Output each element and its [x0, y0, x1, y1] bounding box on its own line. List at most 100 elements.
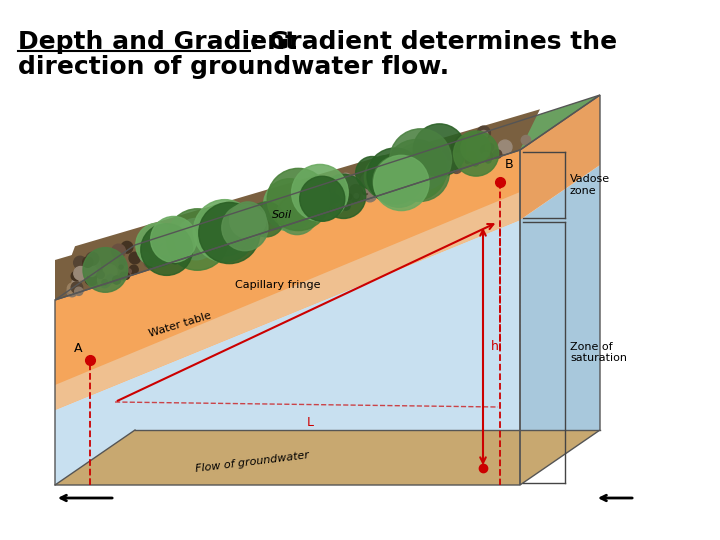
Circle shape — [387, 164, 399, 175]
Circle shape — [212, 243, 220, 251]
Circle shape — [67, 283, 78, 294]
Circle shape — [423, 161, 437, 175]
Circle shape — [480, 145, 491, 155]
Circle shape — [298, 194, 312, 208]
Circle shape — [235, 207, 246, 218]
Circle shape — [390, 185, 397, 193]
Circle shape — [225, 240, 230, 246]
Circle shape — [342, 192, 353, 202]
Circle shape — [343, 186, 349, 192]
Circle shape — [160, 245, 173, 258]
Polygon shape — [55, 123, 520, 300]
Circle shape — [222, 205, 268, 251]
Circle shape — [521, 136, 531, 145]
Circle shape — [465, 159, 469, 163]
Circle shape — [218, 215, 225, 221]
Text: Depth and Gradient: Depth and Gradient — [18, 30, 297, 54]
Circle shape — [150, 217, 197, 262]
Circle shape — [322, 194, 333, 206]
Circle shape — [421, 167, 428, 174]
Circle shape — [170, 232, 180, 241]
Circle shape — [304, 211, 310, 217]
Circle shape — [340, 173, 352, 186]
Circle shape — [85, 272, 98, 285]
Circle shape — [411, 172, 420, 180]
Circle shape — [67, 287, 77, 297]
Circle shape — [300, 176, 345, 221]
Circle shape — [304, 213, 312, 222]
Text: A: A — [74, 342, 83, 355]
Circle shape — [472, 134, 484, 145]
Circle shape — [364, 179, 378, 192]
Circle shape — [316, 206, 325, 215]
Circle shape — [407, 172, 417, 183]
Circle shape — [315, 203, 323, 212]
Text: Water table: Water table — [148, 310, 213, 339]
Circle shape — [390, 185, 398, 194]
Circle shape — [183, 245, 190, 253]
Text: Zone of
saturation: Zone of saturation — [570, 342, 627, 363]
Text: direction of groundwater flow.: direction of groundwater flow. — [18, 55, 449, 79]
Circle shape — [348, 190, 360, 201]
Circle shape — [364, 185, 371, 193]
Circle shape — [485, 143, 494, 152]
Circle shape — [280, 214, 289, 224]
Circle shape — [353, 181, 360, 188]
Circle shape — [230, 202, 266, 238]
Circle shape — [234, 227, 246, 240]
Circle shape — [73, 256, 86, 269]
Circle shape — [309, 202, 320, 213]
Circle shape — [119, 265, 123, 269]
Text: Vadose
zone: Vadose zone — [570, 174, 610, 196]
Circle shape — [442, 148, 454, 160]
Circle shape — [87, 259, 100, 272]
Circle shape — [338, 193, 345, 200]
Circle shape — [482, 151, 492, 161]
Circle shape — [171, 256, 179, 264]
Circle shape — [277, 194, 318, 235]
Circle shape — [416, 169, 424, 176]
Circle shape — [166, 209, 228, 271]
Circle shape — [368, 187, 376, 195]
Circle shape — [398, 177, 412, 191]
Circle shape — [227, 208, 238, 220]
Text: h: h — [491, 340, 499, 353]
Circle shape — [326, 193, 333, 200]
Circle shape — [72, 279, 80, 287]
Circle shape — [395, 164, 408, 177]
Circle shape — [374, 156, 429, 211]
Circle shape — [247, 205, 256, 214]
Circle shape — [205, 236, 220, 250]
Circle shape — [98, 269, 105, 276]
Circle shape — [86, 252, 99, 265]
Circle shape — [312, 191, 323, 203]
Circle shape — [309, 211, 316, 218]
Circle shape — [152, 235, 162, 245]
Circle shape — [207, 222, 219, 234]
Circle shape — [170, 254, 178, 261]
Circle shape — [144, 259, 153, 267]
Circle shape — [498, 140, 512, 154]
Circle shape — [292, 164, 348, 221]
Circle shape — [415, 171, 425, 180]
Circle shape — [83, 257, 93, 267]
Circle shape — [202, 215, 215, 228]
Text: Capillary fringe: Capillary fringe — [235, 280, 320, 290]
Circle shape — [364, 156, 408, 199]
Circle shape — [228, 215, 236, 224]
Circle shape — [391, 143, 449, 201]
Circle shape — [156, 253, 163, 261]
Circle shape — [397, 183, 404, 190]
Circle shape — [341, 201, 350, 210]
Circle shape — [98, 273, 112, 287]
Circle shape — [127, 269, 131, 274]
Circle shape — [419, 166, 426, 173]
Circle shape — [184, 228, 197, 241]
Circle shape — [387, 185, 392, 191]
Circle shape — [119, 259, 125, 266]
Circle shape — [75, 287, 83, 295]
Circle shape — [216, 220, 228, 232]
Circle shape — [451, 163, 462, 173]
Circle shape — [243, 222, 252, 232]
Circle shape — [84, 274, 94, 283]
